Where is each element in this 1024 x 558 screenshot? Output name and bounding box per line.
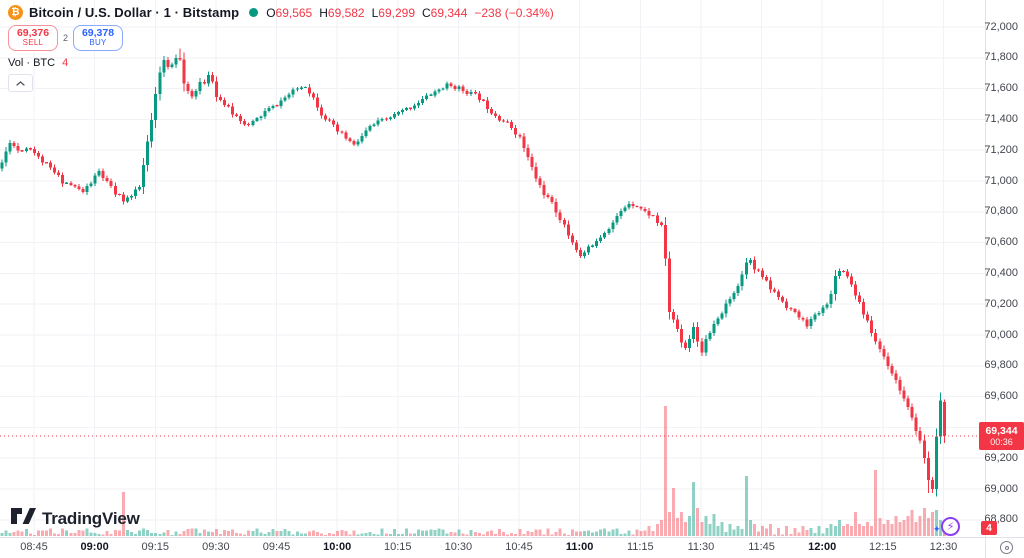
tradingview-logo-text: TradingView: [42, 508, 140, 528]
time-axis-label: 08:45: [20, 541, 48, 553]
time-axis[interactable]: 08:45 09:00 09:15 09:30 09:45 10:00 10:15 10:30…: [0, 538, 1024, 558]
high-label: H: [319, 5, 328, 20]
collapse-legend-button[interactable]: [8, 74, 33, 92]
current-volume-badge: 4: [981, 521, 997, 535]
buy-label: BUY: [89, 38, 107, 48]
price-axis-label: 70,400: [984, 266, 1018, 279]
tradingview-logo-icon: [10, 506, 37, 531]
close-label: C: [422, 5, 431, 20]
spread-value: 2: [63, 33, 69, 43]
ohlc-values: O69,565 H69,582 L69,299 C69,344 −238 (−0…: [266, 6, 554, 20]
time-axis-label: 11:15: [626, 541, 654, 553]
price-axis-label: 71,400: [984, 112, 1018, 125]
market-open-dot-icon: [249, 8, 259, 17]
open-label: O: [266, 5, 276, 20]
time-axis-label: 10:45: [505, 541, 533, 553]
time-axis-label: 11:45: [748, 541, 775, 553]
open-value: 69,565: [275, 5, 313, 20]
low-value: 69,299: [378, 5, 415, 20]
price-axis-label: 69,800: [984, 359, 1018, 372]
change-value: −238 (−0.34%): [474, 5, 554, 20]
bitcoin-icon: ₿: [8, 5, 23, 20]
chevron-up-icon: [16, 80, 25, 86]
current-price: 69,344: [985, 424, 1018, 437]
instant-order-lightning-button[interactable]: ⚡: [941, 517, 960, 536]
axis-settings-button[interactable]: [1000, 541, 1013, 554]
price-axis-label: 69,000: [984, 482, 1018, 495]
sell-label: SELL: [22, 38, 44, 48]
time-axis-label: 09:30: [202, 541, 230, 553]
price-axis-label: 69,200: [984, 451, 1018, 464]
price-axis-label: 71,800: [984, 51, 1018, 64]
time-axis-label: 10:00: [323, 541, 352, 553]
volume-indicator-label[interactable]: Vol · BTC: [8, 57, 56, 69]
time-axis-label: 09:15: [141, 541, 170, 553]
bar-countdown: 00:36: [990, 436, 1013, 447]
buy-button[interactable]: 69,378 BUY: [73, 25, 124, 51]
buy-price: 69,378: [81, 26, 115, 39]
target-dot-icon: [1004, 545, 1009, 550]
time-axis-label: 09:00: [80, 541, 109, 553]
price-axis-label: 70,600: [984, 236, 1018, 249]
time-axis-label: 12:30: [929, 541, 958, 553]
time-axis-label: 09:45: [262, 541, 291, 553]
sell-price: 69,376: [16, 26, 50, 39]
lightning-icon: ⚡: [946, 521, 955, 533]
price-axis-label: 71,200: [984, 143, 1018, 156]
volume-indicator-value: 4: [62, 57, 69, 69]
price-axis-label: 69,600: [984, 390, 1018, 403]
spark-icon: ✦: [933, 524, 941, 534]
price-axis-label: 71,600: [984, 82, 1018, 95]
time-axis-label: 12:15: [869, 541, 897, 553]
time-axis-label: 11:00: [565, 541, 594, 553]
tradingview-logo[interactable]: TradingView: [10, 506, 140, 531]
price-axis-label: 72,000: [984, 20, 1018, 33]
sell-button[interactable]: 69,376 SELL: [8, 25, 58, 51]
time-axis-label: 10:15: [384, 541, 412, 553]
price-axis-label: 70,800: [984, 205, 1018, 218]
symbol-title[interactable]: Bitcoin / U.S. Dollar · 1 · Bitstamp: [29, 5, 240, 20]
high-value: 69,582: [327, 5, 365, 20]
price-axis-label: 71,000: [984, 174, 1018, 187]
time-axis-label: 12:00: [808, 541, 837, 553]
price-axis-label: 70,200: [984, 297, 1018, 310]
current-price-badge: 69,344 00:36: [979, 422, 1024, 451]
close-value: 69,344: [430, 5, 468, 20]
time-axis-label: 10:30: [444, 541, 473, 553]
chart-legend: ₿ Bitcoin / U.S. Dollar · 1 · Bitstamp O…: [8, 5, 554, 92]
price-axis[interactable]: 72,000 71,800 71,600 71,400 71,200 71,000 70,8…: [978, 0, 1024, 537]
low-label: L: [371, 5, 379, 20]
time-axis-label: 11:30: [687, 541, 715, 553]
price-axis-label: 70,000: [984, 328, 1018, 341]
